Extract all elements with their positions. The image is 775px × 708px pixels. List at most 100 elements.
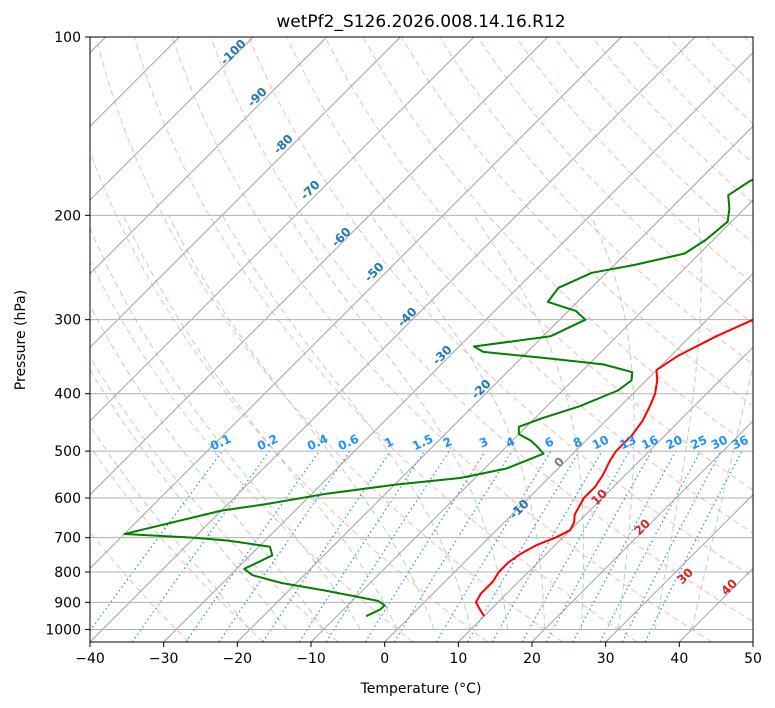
isotherm-line (90, 37, 622, 569)
dry-adiabat-line (438, 37, 753, 366)
x-tick-label: −40 (75, 651, 105, 667)
x-tick-label: −10 (296, 651, 326, 667)
moist-adiabat-line (222, 215, 472, 630)
y-tick-label: 300 (54, 313, 81, 329)
temperature-profile-line (474, 318, 753, 617)
dry-adiabat-line (90, 259, 414, 642)
dry-adiabat-line (553, 37, 753, 244)
x-tick-label: 10 (449, 651, 467, 667)
mixing-ratio-label: 0.1 (208, 432, 233, 454)
plot-frame (89, 36, 754, 643)
mixing-ratio-label: 25 (688, 433, 709, 453)
isotherm-line (605, 494, 753, 642)
y-axis-label: Pressure (hPa) (13, 290, 29, 390)
isotherm-line (90, 37, 475, 422)
mixing-ratio-label: 8 (571, 434, 584, 450)
mixing-ratio-label: 3 (477, 434, 490, 450)
moist-adiabat-line (168, 215, 435, 630)
isotherm-label: -50 (362, 260, 387, 285)
mixing-ratio-line (435, 450, 552, 642)
y-tick-label: 200 (54, 208, 81, 224)
moist-adiabat-line (90, 226, 361, 630)
moist-adiabat-line (123, 215, 398, 630)
mixing-ratio-line (325, 450, 450, 642)
isotherm-label: -40 (395, 305, 420, 330)
mixing-ratio-label: 0.4 (305, 432, 330, 454)
isotherm-line (384, 273, 753, 642)
chart-title: wetPf2_S126.2026.008.14.16.R12 (276, 12, 565, 32)
x-tick-label: 0 (380, 651, 389, 667)
mixing-ratio-label: 20 (664, 433, 685, 453)
mixing-ratio-label: 1.5 (410, 432, 435, 454)
isotherm-label: -80 (271, 132, 296, 157)
mixing-ratio-label: 30 (709, 433, 730, 453)
x-tick-label: 20 (523, 651, 541, 667)
moist-adiabat-line (691, 363, 753, 630)
mixing-ratio-label: 6 (542, 434, 555, 450)
dry-adiabat-line (706, 37, 753, 86)
isotherm-label: -60 (329, 225, 354, 250)
mixing-ratio-label: 13 (617, 433, 638, 453)
isotherm-label: -30 (430, 343, 455, 368)
mixing-ratio-line (262, 450, 392, 642)
mixing-ratio-line (298, 450, 425, 642)
mixing-ratio-label: 36 (730, 433, 751, 453)
mixing-ratio-label: 10 (590, 433, 611, 453)
isotherm-label: -100 (218, 37, 249, 68)
y-tick-label: 700 (54, 531, 81, 547)
mixing-ratio-line (644, 450, 743, 642)
mixing-ratio-label: 1 (382, 434, 395, 450)
isotherm-line (90, 37, 254, 201)
mixing-ratio-line (218, 450, 351, 642)
isotherm-line (90, 37, 548, 496)
mixing-ratio-line (466, 450, 580, 642)
dry-adiabat-line (591, 37, 753, 204)
mixing-ratio-line (599, 450, 702, 642)
dry-adiabat-line (90, 445, 264, 642)
moist-adiabat-line (90, 304, 325, 630)
dry-adiabat-line (286, 37, 753, 534)
isotherm-label: -20 (469, 377, 494, 402)
y-tick-label: 800 (54, 565, 81, 581)
isotherm-label: -90 (245, 85, 270, 110)
y-tick-label: 600 (54, 491, 81, 507)
isotherm-line (531, 420, 753, 642)
dry-adiabat-line (95, 37, 563, 642)
dry-adiabat-line (90, 150, 488, 642)
isotherm-line (679, 567, 753, 642)
mixing-ratio-line (364, 450, 486, 642)
isotherm-line (90, 37, 696, 642)
isotherm-line (237, 125, 753, 642)
dry-adiabat-line (133, 37, 638, 642)
isotherm-label: 40 (718, 576, 740, 598)
moist-adiabat-line (90, 424, 251, 630)
y-tick-label: 500 (54, 444, 81, 460)
dry-adiabat-line (668, 37, 753, 125)
dry-adiabat-line (324, 37, 753, 491)
mixing-ratio-line (90, 450, 223, 632)
dry-adiabat-line (171, 37, 712, 642)
moist-adiabat-line (288, 215, 509, 630)
isotherm-label: -70 (298, 178, 323, 203)
x-tick-label: 30 (597, 651, 615, 667)
mixing-ratio-label: 16 (639, 433, 660, 453)
isotherm-line (163, 52, 753, 642)
dry-adiabat-line (515, 37, 753, 284)
dry-adiabat-line (248, 37, 753, 578)
x-tick-label: −30 (149, 651, 179, 667)
isotherm-label: 20 (631, 516, 653, 538)
isotherm-label: 0 (551, 454, 567, 470)
dry-adiabat-line (210, 37, 753, 623)
y-tick-label: 1000 (45, 622, 81, 638)
mixing-ratio-line (185, 450, 320, 642)
mixing-ratio-label: 0.2 (255, 432, 280, 454)
dewpoint-profile-line (123, 178, 753, 618)
mixing-ratio-line (572, 450, 677, 642)
x-tick-label: 40 (670, 651, 688, 667)
y-tick-label: 900 (54, 595, 81, 611)
x-tick-label: 50 (744, 651, 762, 667)
x-axis-label: Temperature (°C) (360, 681, 482, 697)
dry-adiabat-line (90, 356, 339, 642)
mixing-ratio-label: 0.6 (336, 432, 361, 454)
